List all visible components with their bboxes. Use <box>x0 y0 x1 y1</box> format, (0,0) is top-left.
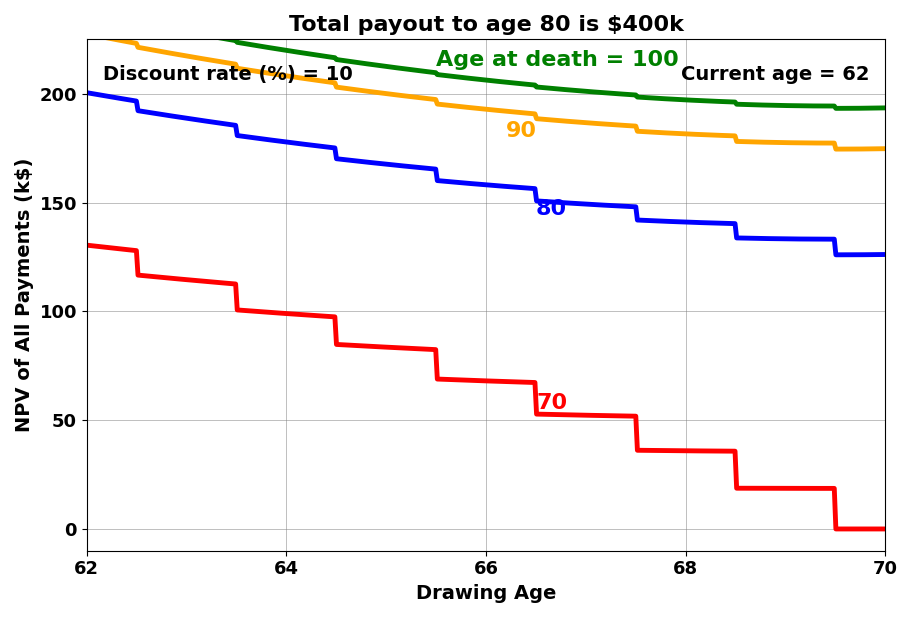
X-axis label: Drawing Age: Drawing Age <box>416 584 556 603</box>
Text: Discount rate (%) = 10: Discount rate (%) = 10 <box>103 65 352 84</box>
Text: 70: 70 <box>536 392 567 413</box>
Text: 80: 80 <box>536 199 567 219</box>
Text: Age at death = 100: Age at death = 100 <box>436 49 679 70</box>
Text: 90: 90 <box>506 121 537 142</box>
Title: Total payout to age 80 is $400k: Total payout to age 80 is $400k <box>289 15 684 35</box>
Y-axis label: NPV of All Payments (k$): NPV of All Payments (k$) <box>15 158 34 432</box>
Text: Current age = 62: Current age = 62 <box>681 65 869 84</box>
